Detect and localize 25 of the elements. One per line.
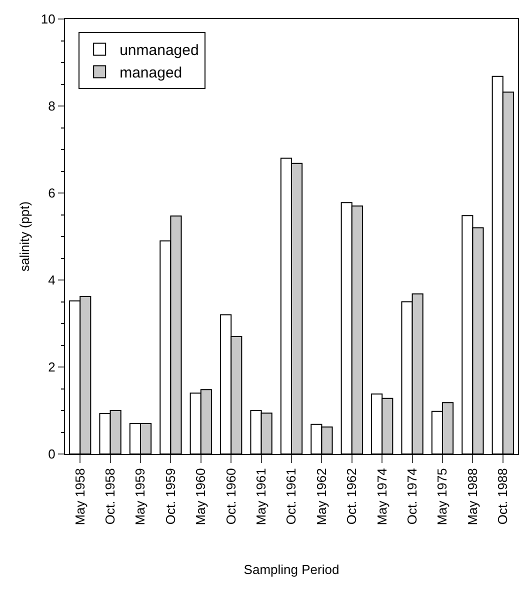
x-tick-label: May 1958 [72,468,88,526]
x-tick-label: May 1975 [434,468,450,526]
x-tick-label: Oct. 1962 [344,468,360,525]
x-tick-label: May 1962 [314,468,329,526]
y-tick-label: 4 [48,272,56,288]
y-tick-label: 10 [40,12,56,27]
x-tick-label: Oct. 1959 [162,468,178,525]
y-tick-label: 2 [48,360,56,375]
x-tick-label: May 1974 [374,468,390,526]
x-tick-label: Oct. 1974 [404,468,420,525]
legend-label: managed [120,64,182,82]
y-tick-label: 6 [48,186,56,201]
x-tick-label: May 1988 [464,468,480,526]
x-tick-label: May 1960 [193,468,208,526]
x-tick-label: Oct. 1960 [223,468,238,525]
x-axis-title: Sampling Period [244,562,340,577]
y-axis-title: salinity (ppt) [17,201,32,272]
legend-label: unmanaged [120,42,199,60]
x-tick-label: May 1959 [132,468,148,526]
x-tick-label: Oct. 1961 [284,468,299,525]
x-tick-label: Oct. 1958 [102,468,118,525]
x-tick-label: May 1961 [254,468,269,526]
y-tick-label: 8 [48,98,56,114]
x-tick-label: Oct. 1988 [495,468,510,525]
y-tick-label: 0 [48,446,56,462]
